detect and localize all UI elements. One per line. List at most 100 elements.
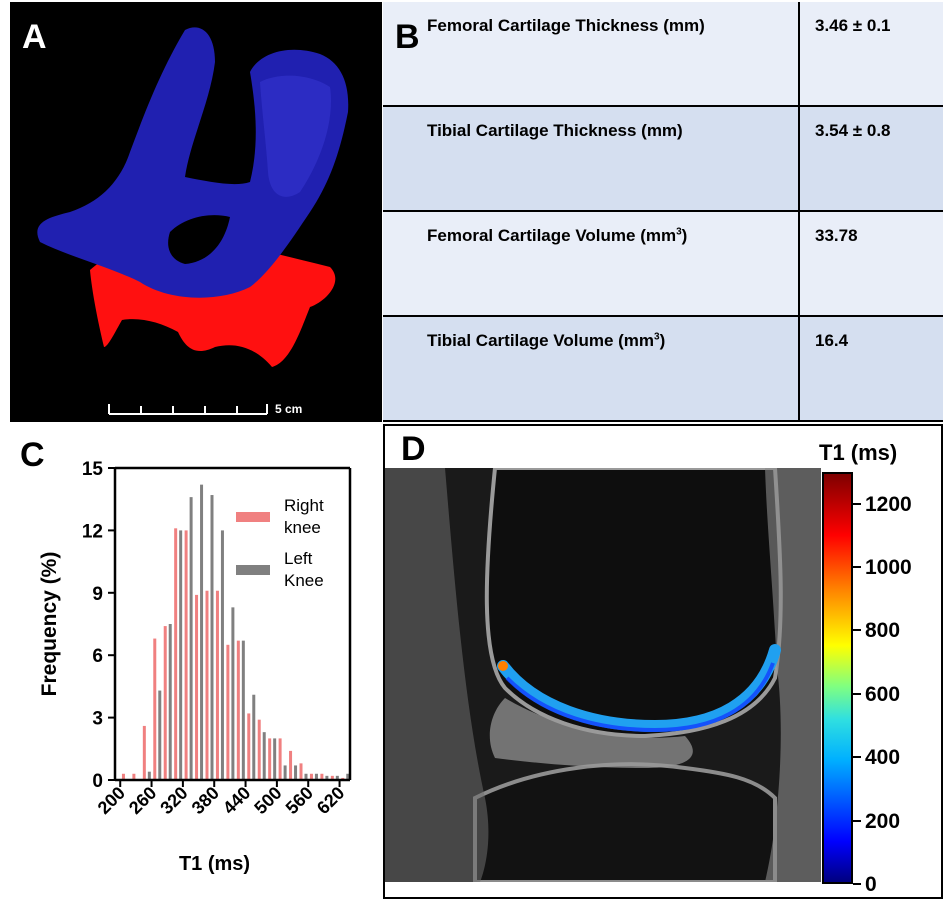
femoral-cartilage-highlight (260, 75, 331, 197)
histogram-bar (163, 626, 167, 780)
table-row: Femoral Cartilage Thickness (mm) 3.46 ± … (383, 2, 943, 107)
histogram-bar (330, 775, 334, 780)
histogram-bar (215, 590, 219, 780)
table-column-divider (798, 2, 800, 422)
histogram-bar (179, 530, 183, 780)
histogram-bar (205, 590, 209, 780)
mri-knee-image (385, 468, 821, 882)
scale-bar-label: 5 cm (275, 402, 303, 416)
x-tick-label: 620 (313, 783, 348, 818)
legend-swatch (236, 512, 270, 522)
histogram-bar (299, 763, 303, 780)
x-tick-label: 320 (156, 783, 191, 818)
y-tick-label: 6 (92, 646, 103, 667)
colorbar-tick (853, 566, 861, 569)
row-label-sup: 3 (654, 331, 660, 343)
histogram-bar (147, 771, 151, 780)
x-tick-label: 500 (250, 783, 285, 818)
histogram-bar (314, 773, 318, 780)
histogram-bar (168, 624, 172, 780)
panel-c-histogram: 0 3 6 9 12 15 200 260 320 380 440 500 560 620 T1 (ms) F… (10, 424, 382, 899)
panel-a-3d-render: A 5 cm (10, 2, 382, 422)
femoral-cartilage-cutout (168, 215, 230, 264)
histogram-bar (189, 497, 193, 780)
histogram-bar (335, 775, 339, 780)
colorbar-tick-label: 800 (865, 619, 901, 643)
x-tick-label: 440 (219, 783, 254, 818)
colorbar-tick-label: 1000 (865, 556, 912, 580)
histogram-bar (252, 694, 256, 780)
x-axis-label: T1 (ms) (179, 853, 250, 875)
cartilage-t1-overlay (497, 644, 781, 733)
row-value: 3.54 ± 0.8 (815, 121, 891, 140)
histogram-bar (142, 725, 146, 780)
soft-tissue-left (385, 468, 489, 882)
histogram-bar (320, 773, 324, 780)
histogram-bar (226, 644, 230, 780)
scale-bar (108, 404, 268, 415)
histogram-bar (195, 594, 199, 780)
histogram-bar (174, 528, 178, 780)
legend-label: knee (284, 518, 321, 537)
row-label: Tibial Cartilage Thickness (mm) (427, 121, 683, 140)
joint-tissue (489, 698, 693, 768)
histogram-bar (346, 773, 350, 780)
histogram-bar (200, 484, 204, 780)
colorbar-tick-label: 1200 (865, 492, 912, 516)
histogram-bar (236, 640, 240, 780)
histogram-bar (278, 738, 282, 780)
cartilage-hotspot (498, 661, 508, 671)
row-label-sup: 3 (676, 226, 682, 238)
row-label-text: Femoral Cartilage Volume (mm (427, 226, 677, 245)
histogram-bar (121, 773, 125, 780)
panel-d-t1-map: D T1 (ms) 1200 1000 800 600 400 200 0 (383, 424, 943, 899)
table-row: Tibial Cartilage Volume (mm3) 16.4 (383, 317, 943, 422)
cartilage-3d-model (37, 27, 349, 367)
colorbar-tick (853, 819, 861, 822)
row-value: 3.46 ± 0.1 (815, 16, 891, 35)
row-label: Femoral Cartilage Thickness (mm) (427, 16, 705, 35)
histogram-bar (241, 640, 245, 780)
histogram-bar (262, 732, 266, 780)
histogram-bar (289, 750, 293, 780)
histogram-bar (294, 765, 298, 780)
panel-d-letter: D (401, 430, 426, 468)
colorbar-tick-label: 600 (865, 682, 901, 706)
colorbar-tick (853, 502, 861, 505)
colorbar-tick (853, 629, 861, 632)
histogram-bar (268, 738, 272, 780)
x-tick-label: 260 (125, 783, 160, 818)
row-value: 33.78 (815, 226, 858, 245)
y-tick-label: 12 (82, 521, 103, 542)
y-tick-label: 15 (82, 459, 104, 480)
row-label-end: ) (659, 331, 666, 350)
histogram-bar (184, 530, 188, 780)
panel-b-letter: B (395, 18, 420, 56)
colorbar-title: T1 (ms) (819, 440, 898, 465)
legend-label: Knee (284, 571, 324, 590)
histogram-bar (231, 607, 235, 780)
histogram-bar (247, 713, 251, 780)
histogram-bar (257, 719, 261, 780)
row-label: Tibial Cartilage Volume (mm3) (427, 331, 665, 351)
histogram-bar (304, 773, 308, 780)
panel-a-letter: A (22, 18, 47, 56)
legend-swatch (236, 565, 270, 575)
soft-tissue-right (765, 468, 821, 882)
y-tick-label: 0 (92, 771, 103, 792)
colorbar-tick-label: 0 (865, 873, 877, 896)
legend-label: Left (284, 549, 313, 568)
histogram-bar (132, 773, 136, 780)
histogram-bar (309, 773, 313, 780)
colorbar-tick-label: 200 (865, 809, 901, 833)
row-label: Femoral Cartilage Volume (mm3) (427, 226, 687, 246)
x-tick-label: 560 (282, 783, 317, 818)
colorbar-tick (853, 756, 861, 759)
histogram-bar (210, 495, 214, 780)
row-label-text: Tibial Cartilage Volume (mm (427, 331, 655, 350)
table-row: Femoral Cartilage Volume (mm3) 33.78 (383, 212, 943, 317)
legend-label: Right (284, 496, 324, 515)
histogram-bar (325, 775, 329, 780)
x-tick-label: 380 (188, 783, 223, 818)
